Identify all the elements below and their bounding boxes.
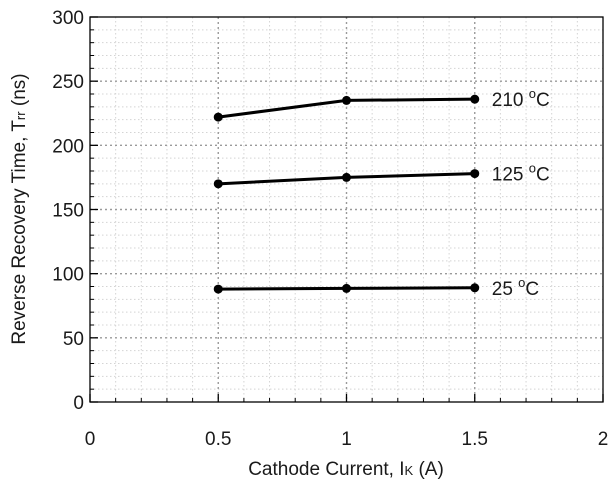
y-tick-labels: 0 50 100 150 200 250 300: [52, 8, 84, 414]
x-tick-label: 1.5: [462, 429, 488, 450]
y-tick-label: 250: [52, 72, 84, 93]
series-label: 125 oC: [492, 161, 550, 186]
data-point: [342, 172, 351, 182]
data-point: [470, 283, 480, 293]
data-point: [213, 112, 223, 122]
x-tick-labels: 0 0.5 1 1.5 2: [85, 429, 609, 450]
data-point: [213, 179, 223, 189]
y-tick-label: 0: [73, 393, 84, 414]
series-points: [213, 94, 480, 294]
data-point: [342, 283, 351, 293]
axis-ticks: [89, 16, 604, 403]
series-labels: 210 oC 125 oC 25 oC: [492, 86, 550, 300]
x-tick-label: 0: [85, 429, 96, 450]
y-axis-title: Reverse Recovery Time, Trr (ns): [9, 73, 30, 344]
data-point: [342, 95, 351, 105]
y-tick-label: 100: [52, 265, 84, 286]
x-tick-label: 1: [341, 429, 352, 450]
series-label: 25 oC: [492, 275, 539, 300]
y-tick-label: 200: [52, 136, 84, 157]
data-point: [470, 94, 480, 104]
x-axis-title: Cathode Current, IK (A): [248, 459, 444, 480]
major-gridlines: [90, 17, 603, 402]
x-tick-label: 0.5: [205, 429, 231, 450]
series-label: 210 oC: [492, 86, 550, 111]
data-point: [213, 284, 223, 294]
y-tick-label: 150: [52, 201, 84, 222]
y-tick-label: 300: [52, 8, 84, 29]
x-tick-label: 2: [598, 429, 609, 450]
data-point: [470, 169, 480, 179]
y-tick-label: 50: [63, 329, 84, 350]
